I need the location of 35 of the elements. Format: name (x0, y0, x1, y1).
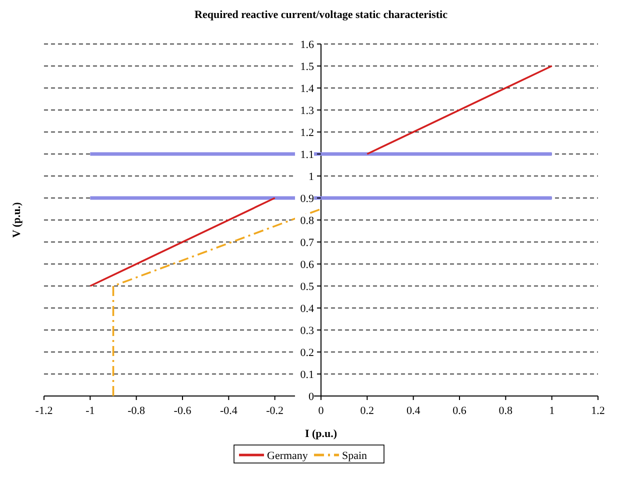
x-tick-label: 0 (318, 405, 324, 417)
y-tick-label: 0.4 (300, 303, 314, 315)
x-tick-label: 0.8 (498, 405, 514, 417)
x-tick-label: -0.6 (174, 405, 192, 417)
y-tick-label: 1.3 (300, 105, 314, 117)
y-tick-label: 1.6 (300, 39, 314, 51)
y-tick-label: 0.9 (300, 193, 314, 205)
y-tick-label: 1.5 (300, 61, 314, 73)
y-tick-label: 0.7 (300, 237, 314, 249)
x-tick-label: -0.4 (220, 405, 238, 417)
x-tick-label: -1.2 (35, 405, 53, 417)
y-tick-label: 0.5 (300, 281, 314, 293)
x-tick-label: 0.4 (406, 405, 421, 417)
x-tick-label: -0.8 (128, 405, 146, 417)
y-tick-label: 1.2 (300, 127, 314, 139)
x-tick-label: 0.6 (452, 405, 467, 417)
y-tick-label: 0 (308, 391, 314, 403)
y-tick-label: 1.1 (300, 149, 314, 161)
legend-label: Spain (342, 450, 368, 462)
y-tick-label: 0.8 (300, 215, 314, 227)
x-axis-title: I (p.u.) (304, 428, 338, 440)
y-tick-label: 1.4 (300, 83, 314, 95)
x-tick-label: 0.2 (360, 405, 374, 417)
legend-label: Germany (267, 450, 308, 462)
x-tick-label: 1 (549, 405, 555, 417)
y-tick-label: 0.3 (300, 325, 314, 337)
y-tick-label: 0.6 (300, 259, 314, 271)
chart-title: Required reactive current/voltage static characteristic (194, 9, 448, 21)
y-axis-title: V (p.u.) (11, 202, 23, 238)
y-tick-label: 0.1 (300, 369, 314, 381)
x-tick-label: -0.2 (266, 405, 284, 417)
x-tick-label: 1.2 (591, 405, 605, 417)
y-tick-label: 1 (308, 171, 314, 183)
y-tick-label: 0.2 (300, 347, 314, 359)
x-tick-label: -1 (86, 405, 95, 417)
